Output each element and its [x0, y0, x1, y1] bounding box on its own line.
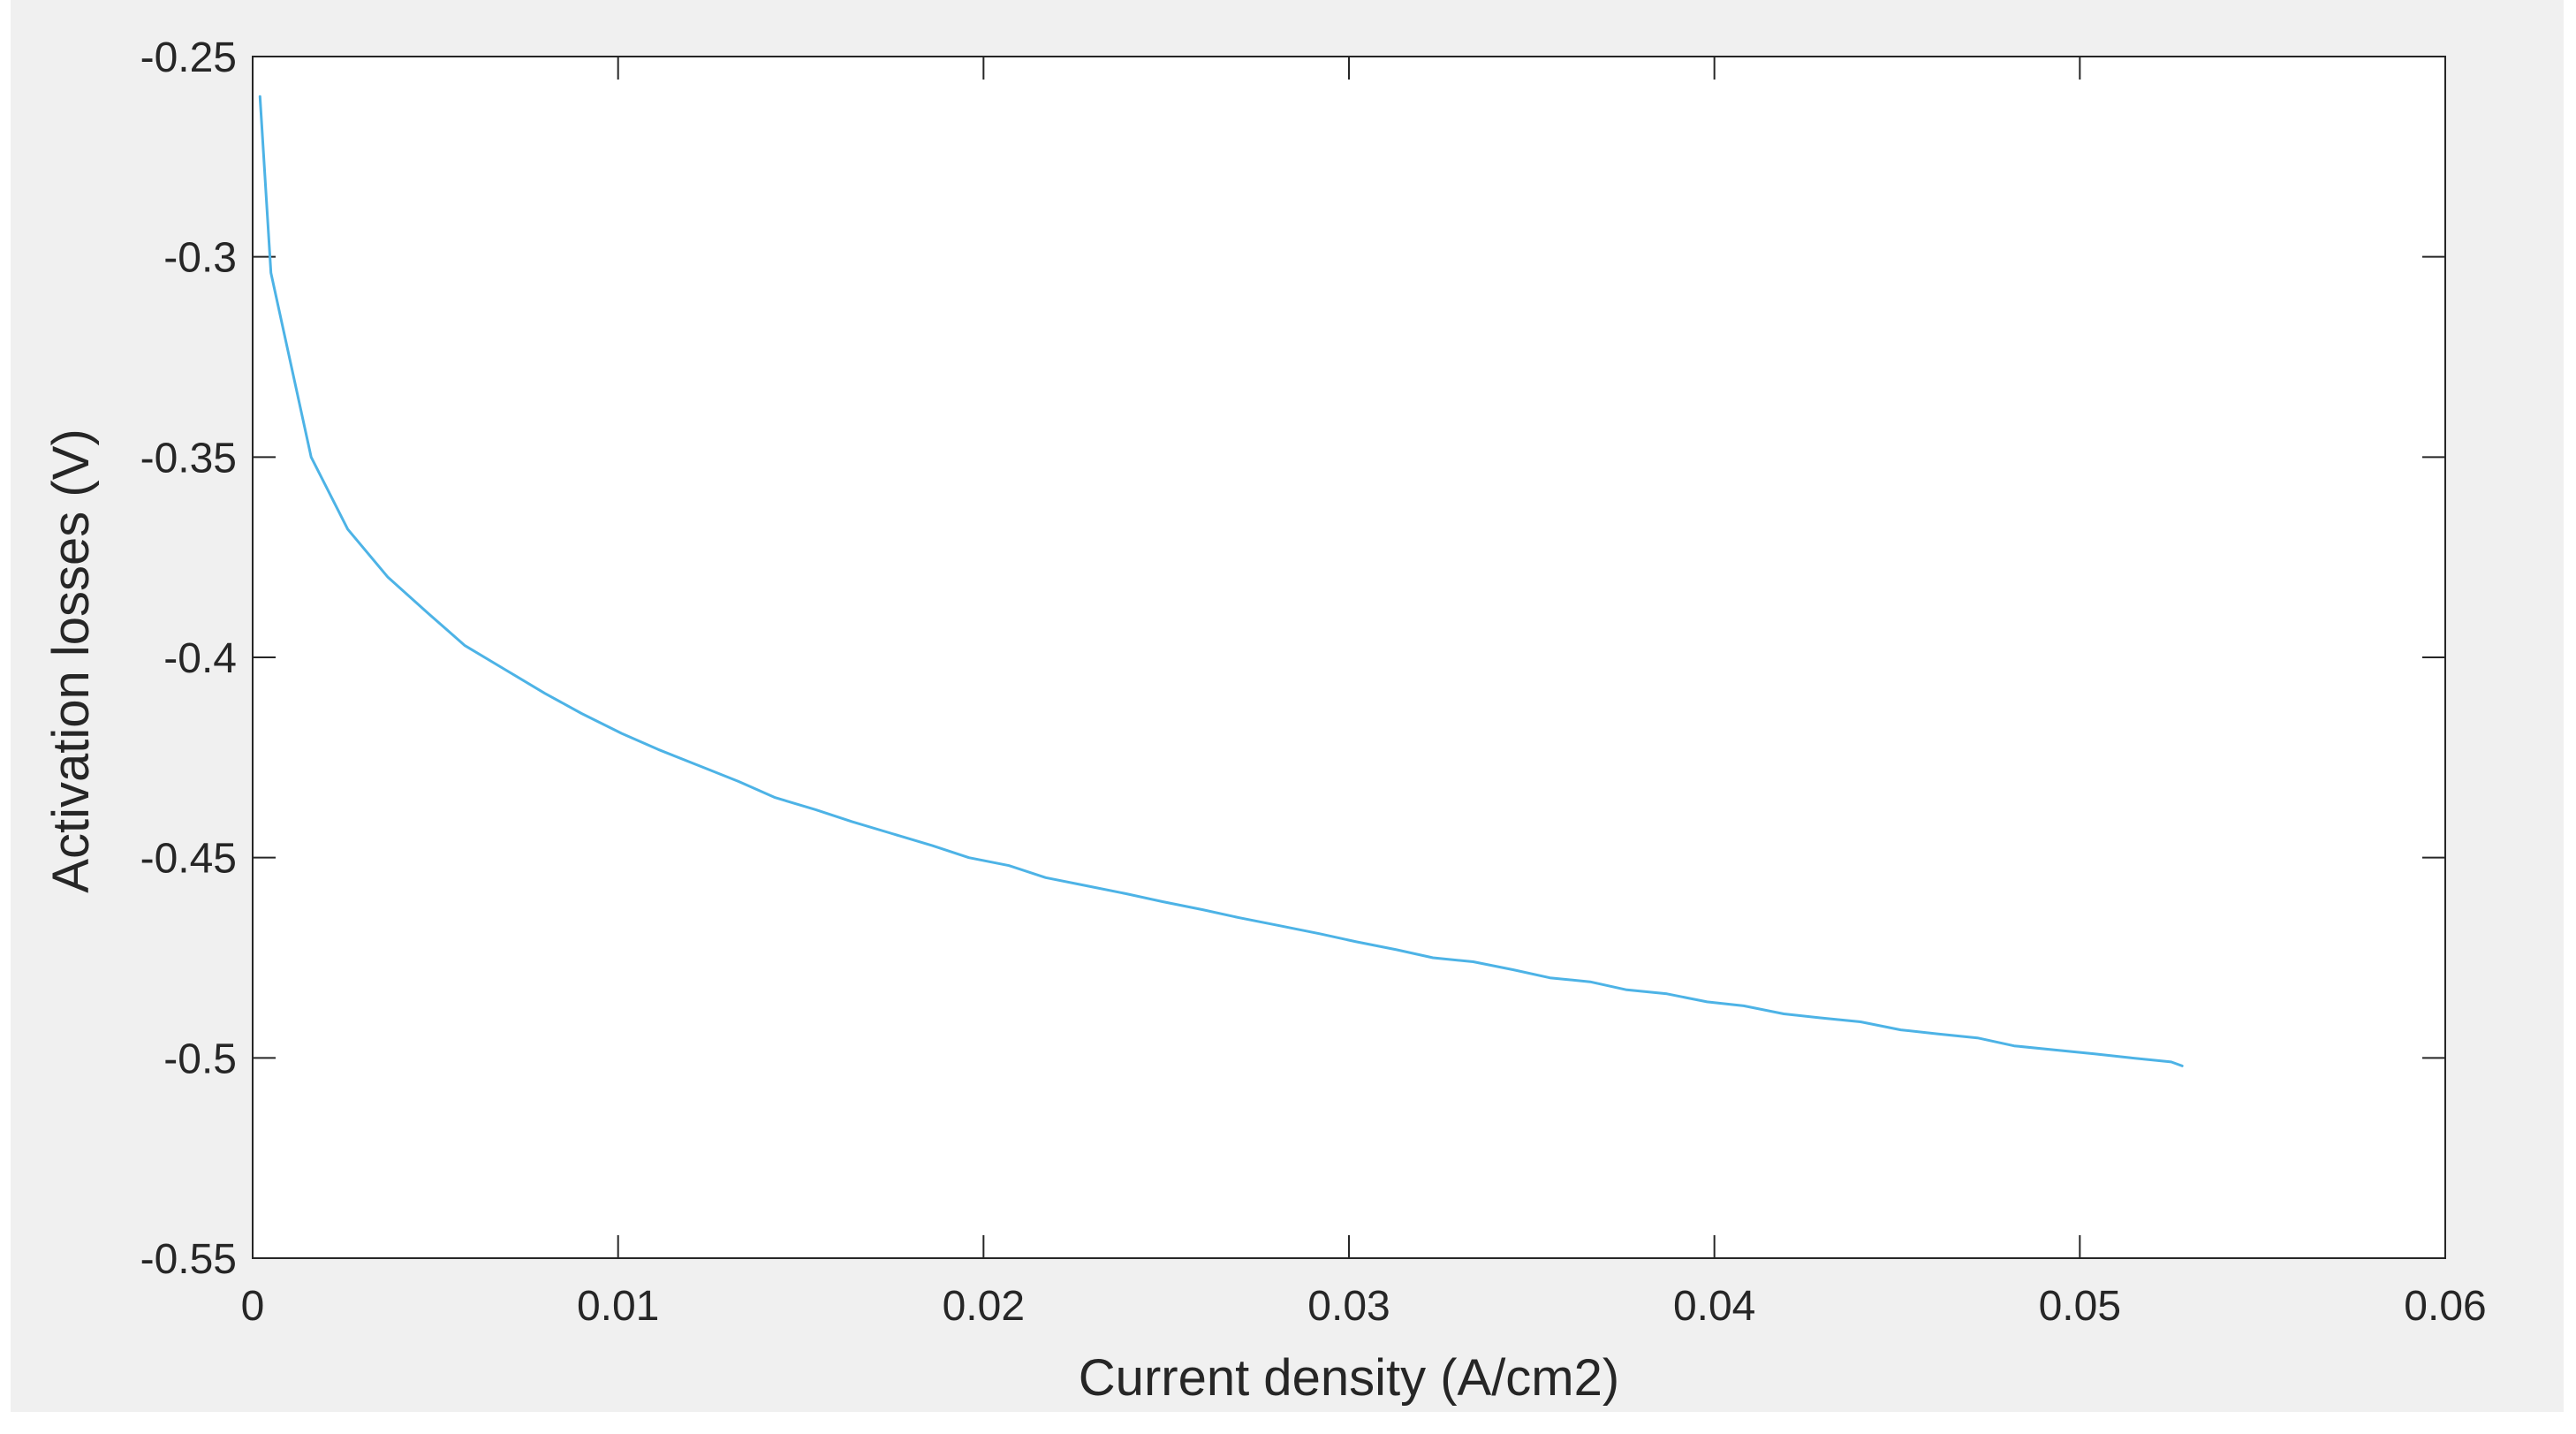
y-axis-label: Activation losses (V) [42, 429, 100, 892]
series-line-0 [258, 95, 2184, 1067]
y-tick-label: -0.35 [140, 435, 237, 482]
y-tick-label: -0.45 [140, 836, 237, 883]
x-tick-label: 0 [241, 1283, 265, 1330]
y-tick-label: -0.4 [163, 635, 237, 682]
axes-area [252, 56, 2446, 1259]
x-tick-label: 0.03 [1307, 1283, 1390, 1330]
x-tick-label: 0.01 [577, 1283, 659, 1330]
x-tick-label: 0.05 [2039, 1283, 2121, 1330]
y-tick-label: -0.3 [163, 235, 237, 282]
y-axis-ticks: -0.25 -0.3 -0.35 -0.4 -0.45 -0.5 -0.55 [140, 34, 2445, 1283]
y-tick-label: -0.55 [140, 1236, 237, 1283]
y-tick-label: -0.5 [163, 1036, 237, 1082]
y-tick-label: -0.25 [140, 34, 237, 81]
x-axis-ticks: 0 0.01 0.02 0.03 0.04 0.05 0.06 [241, 57, 2487, 1330]
x-tick-label: 0.06 [2404, 1283, 2486, 1330]
x-tick-label: 0.04 [1673, 1283, 1755, 1330]
x-tick-label: 0.02 [943, 1283, 1025, 1330]
x-axis-label: Current density (A/cm2) [1079, 1349, 1619, 1407]
series-layer [258, 95, 2184, 1067]
